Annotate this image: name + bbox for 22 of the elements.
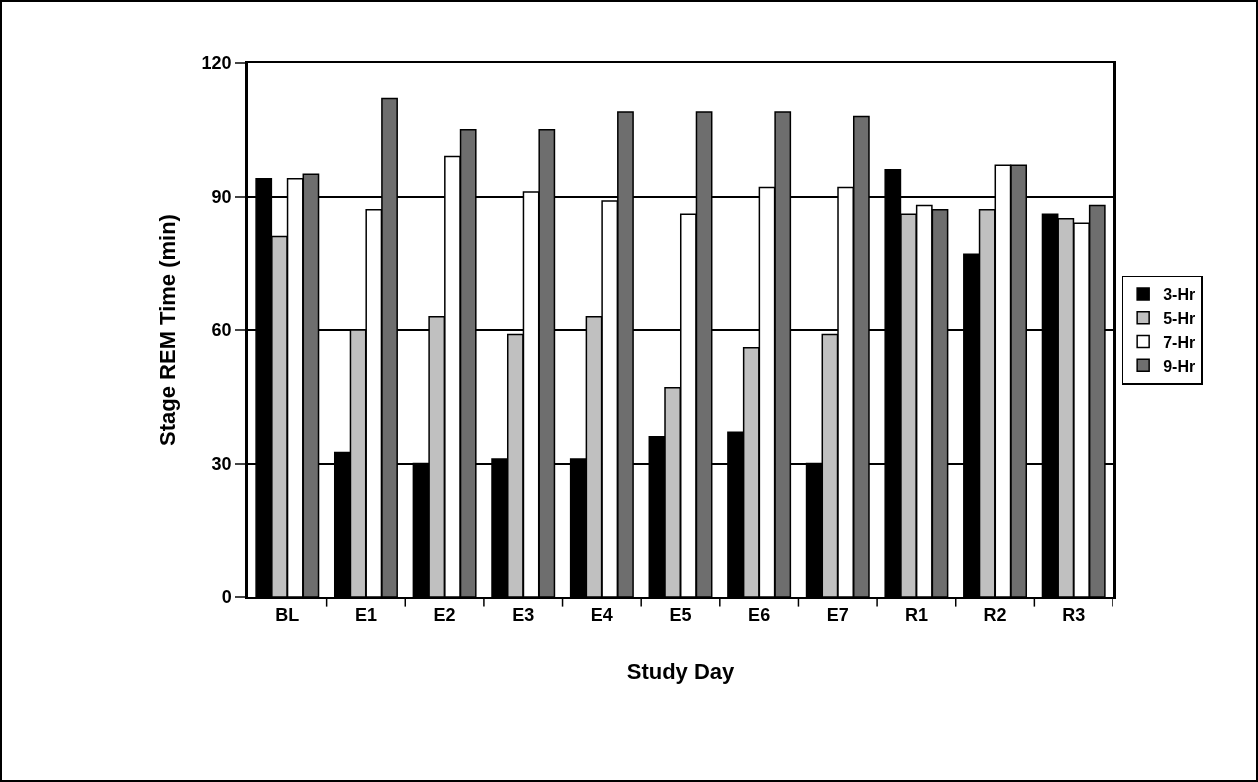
x-tick-label: E7 (826, 604, 849, 625)
y-tick-label: 90 (211, 186, 232, 207)
x-tick-label: R3 (1062, 604, 1086, 625)
legend-label: 3-Hr (1163, 286, 1196, 304)
legend-label: 9-Hr (1163, 357, 1196, 375)
y-tick-label: 120 (201, 53, 232, 74)
x-tick-label: E6 (748, 604, 771, 625)
x-tick-label: R2 (983, 604, 1007, 625)
legend-label: 5-Hr (1163, 309, 1196, 327)
x-tick-label: E4 (590, 604, 613, 625)
legend-label: 7-Hr (1163, 333, 1196, 351)
x-axis-title: Study Day (626, 659, 736, 684)
x-tick-label: E1 (354, 604, 377, 625)
y-tick-label: 30 (211, 453, 232, 474)
x-tick-label: E5 (669, 604, 692, 625)
x-tick-label: R1 (904, 604, 928, 625)
y-axis-title: Stage REM Time (min) (155, 214, 181, 446)
x-tick-label: E3 (512, 604, 535, 625)
x-tick-label: BL (275, 604, 300, 625)
y-tick-label: 60 (211, 320, 232, 341)
x-tick-label: E2 (433, 604, 456, 625)
y-tick-label: 0 (221, 587, 232, 608)
